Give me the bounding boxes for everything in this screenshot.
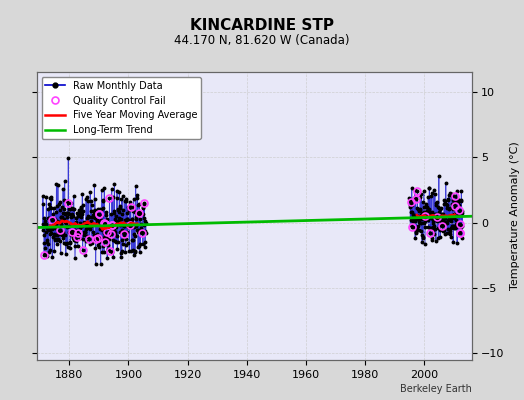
Text: Berkeley Earth: Berkeley Earth <box>400 384 472 394</box>
Text: 44.170 N, 81.620 W (Canada): 44.170 N, 81.620 W (Canada) <box>174 34 350 47</box>
Text: KINCARDINE STP: KINCARDINE STP <box>190 18 334 33</box>
Legend: Raw Monthly Data, Quality Control Fail, Five Year Moving Average, Long-Term Tren: Raw Monthly Data, Quality Control Fail, … <box>41 77 201 139</box>
Y-axis label: Temperature Anomaly (°C): Temperature Anomaly (°C) <box>510 142 520 290</box>
